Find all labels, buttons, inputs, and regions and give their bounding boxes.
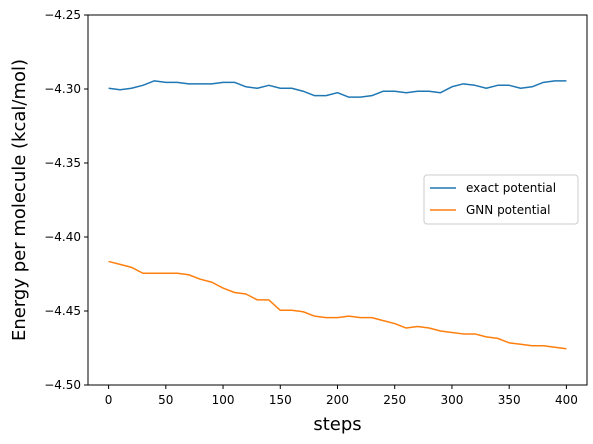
y-tick-label: −4.35 bbox=[44, 156, 81, 170]
x-axis-ticks: 0 50 100 150 200 250 300 350 400 bbox=[105, 385, 578, 407]
x-tick-label: 350 bbox=[498, 393, 521, 407]
x-tick-label: 200 bbox=[326, 393, 349, 407]
y-tick-label: −4.25 bbox=[44, 8, 81, 22]
x-axis-title: steps bbox=[313, 414, 361, 435]
y-tick-label: −4.50 bbox=[44, 378, 81, 392]
legend-box bbox=[423, 174, 579, 225]
x-tick-label: 50 bbox=[158, 393, 173, 407]
x-tick-label: 150 bbox=[269, 393, 292, 407]
y-tick-label: −4.45 bbox=[44, 304, 81, 318]
x-tick-label: 0 bbox=[105, 393, 113, 407]
series-layer bbox=[108, 80, 567, 350]
x-tick-label: 400 bbox=[555, 393, 578, 407]
y-tick-label: −4.40 bbox=[44, 230, 81, 244]
x-tick-label: 300 bbox=[440, 393, 463, 407]
x-tick-label: 100 bbox=[212, 393, 235, 407]
series-line-exact-potential bbox=[108, 80, 567, 98]
y-tick-label: −4.30 bbox=[44, 82, 81, 96]
y-axis-title: Energy per molecule (kcal/mol) bbox=[9, 59, 30, 341]
chart-legend: exact potential GNN potential bbox=[423, 174, 579, 225]
x-tick-label: 250 bbox=[383, 393, 406, 407]
series-line-gnn-potential bbox=[108, 260, 567, 350]
y-axis-ticks: −4.50 −4.45 −4.40 −4.35 −4.30 −4.25 bbox=[44, 8, 88, 392]
legend-label: exact potential bbox=[466, 181, 556, 195]
legend-label: GNN potential bbox=[466, 203, 550, 217]
